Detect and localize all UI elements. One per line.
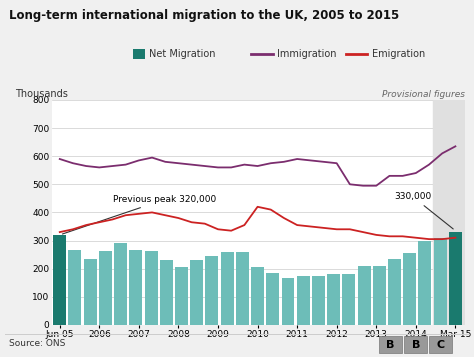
Bar (357, 266, 371, 325)
Bar (403, 253, 416, 325)
Bar (373, 266, 386, 325)
Bar (69, 250, 82, 325)
Bar (53, 235, 66, 325)
Bar (434, 238, 447, 325)
Text: 330,000: 330,000 (394, 192, 453, 229)
Text: Provisional figures: Provisional figures (382, 90, 465, 99)
Text: Source: ONS: Source: ONS (9, 339, 66, 348)
Bar (419, 241, 431, 325)
Text: Thousands: Thousands (15, 89, 68, 99)
Bar (449, 232, 462, 325)
Bar (114, 243, 127, 325)
Bar (297, 276, 310, 325)
Bar (53, 235, 66, 325)
Bar (236, 252, 249, 325)
Bar (388, 259, 401, 325)
Bar (175, 267, 188, 325)
Bar (327, 274, 340, 325)
Bar (221, 252, 234, 325)
Bar (373, 266, 386, 325)
Bar (403, 253, 416, 325)
Bar (205, 256, 219, 325)
Bar (251, 267, 264, 325)
Text: Net Migration: Net Migration (149, 49, 216, 59)
Bar (282, 278, 294, 325)
Bar (190, 260, 203, 325)
Bar (449, 232, 462, 325)
Bar (145, 251, 157, 325)
Bar (327, 274, 340, 325)
Bar (419, 241, 431, 325)
Bar (99, 251, 112, 325)
Text: Previous peak 320,000: Previous peak 320,000 (63, 195, 216, 234)
Bar (129, 250, 142, 325)
Bar (266, 273, 279, 325)
Bar (312, 276, 325, 325)
Bar (266, 273, 279, 325)
Bar (297, 276, 310, 325)
Bar (84, 258, 97, 325)
Bar (175, 267, 188, 325)
Bar (190, 260, 203, 325)
Bar (282, 278, 294, 325)
Text: C: C (437, 340, 445, 350)
Bar (145, 251, 157, 325)
Text: Immigration: Immigration (277, 49, 337, 59)
Bar (160, 260, 173, 325)
Bar (357, 266, 371, 325)
Bar (433, 100, 465, 325)
Text: Emigration: Emigration (372, 49, 425, 59)
Bar (160, 260, 173, 325)
Bar (99, 251, 112, 325)
Text: B: B (411, 340, 420, 350)
Bar (114, 243, 127, 325)
Bar (342, 274, 356, 325)
Bar (342, 274, 356, 325)
Bar (205, 256, 219, 325)
Bar (312, 276, 325, 325)
Bar (434, 238, 447, 325)
Bar (129, 250, 142, 325)
Bar (251, 267, 264, 325)
Text: B: B (386, 340, 395, 350)
Bar (84, 258, 97, 325)
Bar (388, 259, 401, 325)
Text: Long-term international migration to the UK, 2005 to 2015: Long-term international migration to the… (9, 9, 400, 22)
Bar (236, 252, 249, 325)
Bar (69, 250, 82, 325)
Bar (221, 252, 234, 325)
